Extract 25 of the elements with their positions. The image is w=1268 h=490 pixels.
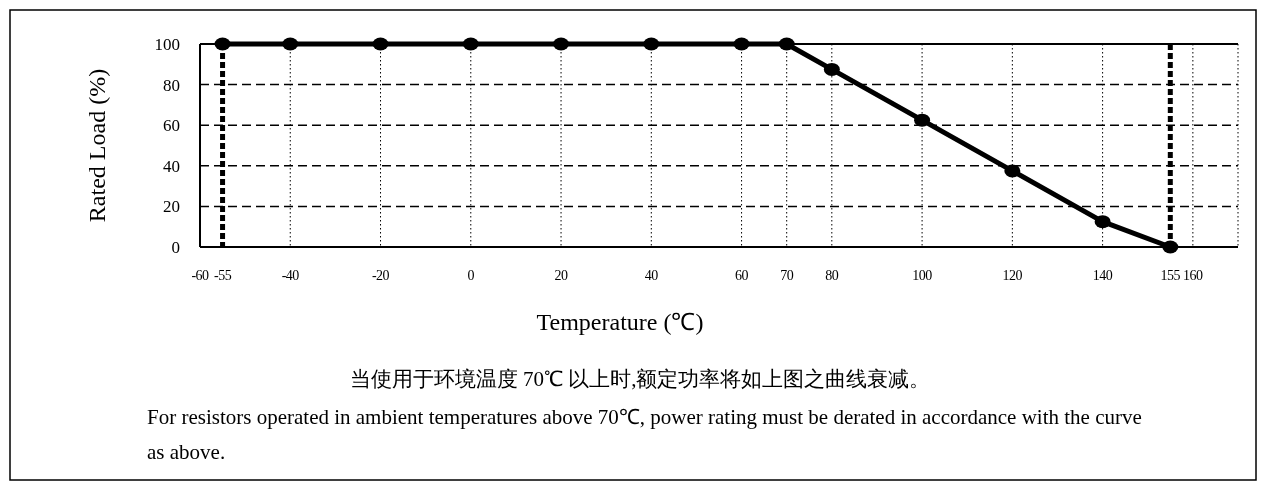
x-tick-label: 60: [735, 268, 749, 283]
y-tick-label: 40: [163, 156, 180, 176]
ref-line-label: -55: [213, 268, 232, 283]
y-tick-label: 60: [163, 116, 180, 136]
y-tick-label: 0: [171, 238, 180, 257]
text: 当使用于环境温度 70℃ 以上时,额定功率将如上图之曲线衰减。: [348, 366, 932, 393]
x-tick-label: -40: [281, 268, 300, 283]
y-tick-label: 20: [163, 197, 180, 217]
text: For resistors operated in ambient temperatures above 70℃, power rating must be derated in accordance with the curve as above.: [147, 404, 1143, 466]
x-tick-label: 80: [825, 268, 839, 283]
x-tick-label: 0: [467, 268, 475, 283]
x-tick-label: 120: [1002, 268, 1023, 283]
y-tick-label: 100: [154, 35, 180, 54]
x-tick-label: -20: [371, 268, 390, 283]
y-tick-label: 80: [163, 75, 180, 95]
x-tick-label: 40: [644, 268, 659, 283]
ref-line-label: 155: [1160, 268, 1181, 283]
x-tick-label: 160: [1183, 268, 1204, 283]
x-tick-label: 70: [780, 268, 794, 283]
y-axis-title: Rated Load (%): [84, 68, 110, 223]
x-tick-label: 100: [912, 268, 933, 283]
x-tick-label: 20: [554, 268, 569, 283]
x-axis-title: Temperature (℃): [536, 309, 704, 335]
x-tick-label: -60: [191, 268, 210, 283]
x-tick-label: 140: [1092, 268, 1113, 283]
